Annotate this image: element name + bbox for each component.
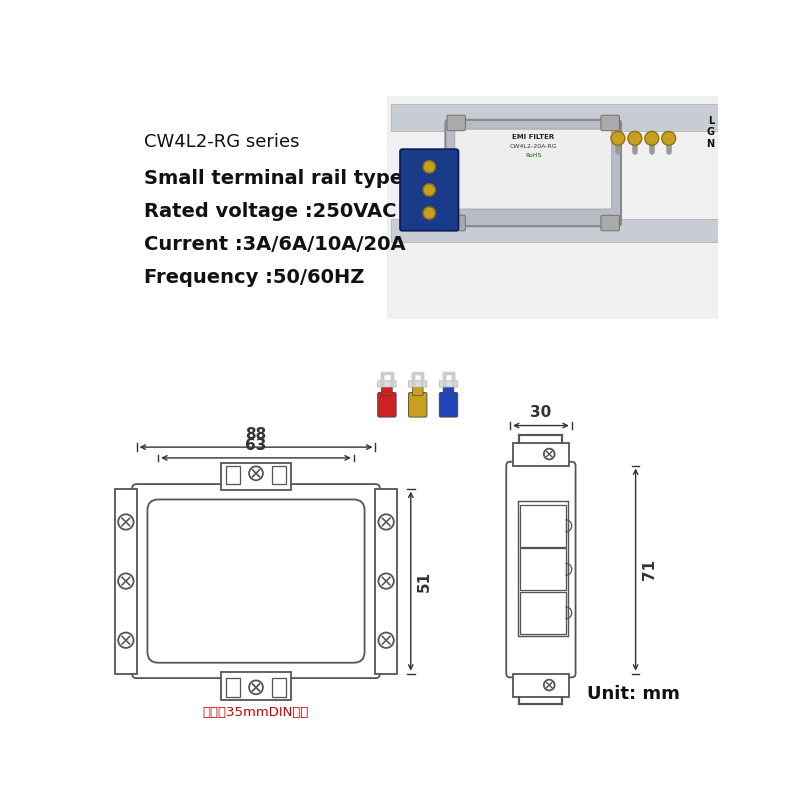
FancyBboxPatch shape: [378, 393, 396, 417]
FancyBboxPatch shape: [400, 149, 458, 230]
FancyBboxPatch shape: [382, 383, 392, 395]
Circle shape: [378, 633, 394, 648]
Circle shape: [645, 131, 658, 146]
FancyBboxPatch shape: [147, 499, 365, 662]
Circle shape: [544, 449, 554, 459]
FancyBboxPatch shape: [446, 120, 621, 226]
Text: 适用于35mmDIN导轨: 适用于35mmDIN导轨: [203, 706, 309, 719]
Bar: [115, 489, 137, 674]
Circle shape: [423, 207, 435, 219]
Circle shape: [118, 633, 134, 648]
Text: 51: 51: [417, 570, 432, 592]
Text: 30: 30: [530, 405, 551, 420]
FancyBboxPatch shape: [132, 484, 380, 678]
Circle shape: [611, 131, 625, 146]
Text: 88: 88: [246, 426, 266, 442]
FancyBboxPatch shape: [222, 672, 290, 700]
FancyBboxPatch shape: [226, 678, 240, 697]
Text: CW4L2-RG series: CW4L2-RG series: [144, 133, 300, 151]
Text: Small terminal rail type: Small terminal rail type: [144, 169, 403, 188]
Bar: [520, 548, 566, 590]
Text: Unit: mm: Unit: mm: [587, 685, 680, 703]
Text: Rated voltage :250VAC: Rated voltage :250VAC: [144, 202, 397, 222]
Polygon shape: [390, 104, 718, 130]
FancyBboxPatch shape: [513, 674, 569, 697]
Circle shape: [249, 466, 263, 480]
Circle shape: [544, 680, 554, 690]
Bar: [520, 592, 566, 634]
FancyBboxPatch shape: [601, 215, 619, 230]
Bar: [518, 501, 568, 636]
Circle shape: [249, 681, 263, 694]
Circle shape: [118, 574, 134, 589]
FancyBboxPatch shape: [447, 215, 466, 230]
FancyBboxPatch shape: [447, 115, 466, 130]
Text: N: N: [706, 138, 714, 149]
Circle shape: [378, 514, 394, 530]
FancyBboxPatch shape: [378, 381, 396, 387]
FancyBboxPatch shape: [601, 115, 619, 130]
FancyBboxPatch shape: [409, 381, 427, 387]
Circle shape: [378, 574, 394, 589]
Bar: [375, 489, 397, 674]
FancyBboxPatch shape: [226, 466, 240, 484]
FancyBboxPatch shape: [506, 462, 575, 678]
Text: 71: 71: [642, 559, 657, 580]
Circle shape: [628, 131, 642, 146]
Text: EMI FILTER: EMI FILTER: [512, 134, 554, 140]
Text: 63: 63: [246, 438, 266, 453]
Circle shape: [662, 131, 676, 146]
Polygon shape: [390, 219, 718, 242]
FancyBboxPatch shape: [513, 442, 569, 466]
FancyBboxPatch shape: [443, 383, 454, 395]
Text: Frequency :50/60HZ: Frequency :50/60HZ: [144, 269, 365, 287]
Text: CW4L2-20A-RG: CW4L2-20A-RG: [510, 143, 557, 149]
Circle shape: [423, 184, 435, 196]
Text: RoHS: RoHS: [525, 153, 542, 158]
FancyBboxPatch shape: [272, 466, 286, 484]
Text: L: L: [708, 116, 714, 126]
Polygon shape: [387, 96, 718, 319]
Bar: [520, 505, 566, 546]
FancyBboxPatch shape: [439, 381, 458, 387]
Circle shape: [423, 161, 435, 173]
FancyBboxPatch shape: [412, 383, 423, 395]
FancyBboxPatch shape: [439, 393, 458, 417]
Text: Current :3A/6A/10A/20A: Current :3A/6A/10A/20A: [144, 235, 406, 254]
FancyBboxPatch shape: [222, 462, 290, 490]
FancyBboxPatch shape: [409, 393, 427, 417]
FancyBboxPatch shape: [454, 129, 612, 209]
Circle shape: [118, 514, 134, 530]
Text: G: G: [706, 127, 714, 137]
FancyBboxPatch shape: [272, 678, 286, 697]
